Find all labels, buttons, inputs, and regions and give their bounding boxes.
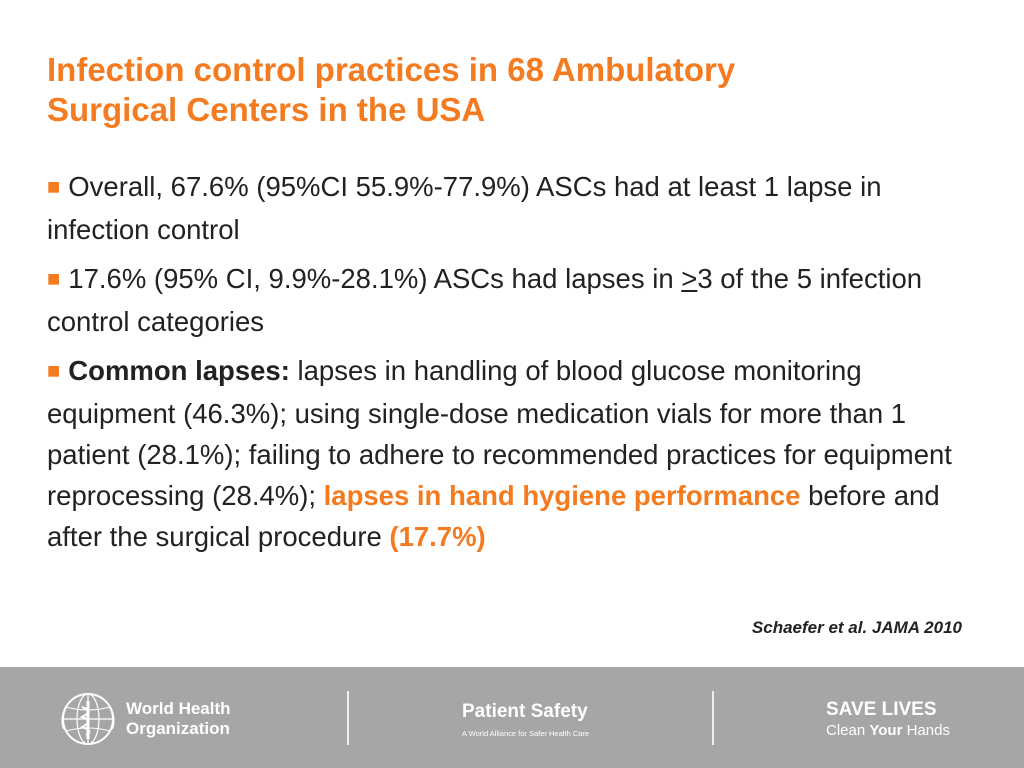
bullet-point-1: ■ Overall, 67.6% (95%CI 55.9%-77.9%) ASCs…: [47, 166, 977, 250]
bullet-square-icon: ■: [47, 266, 61, 291]
slide-body: ■ Overall, 67.6% (95%CI 55.9%-77.9%) ASCs…: [47, 166, 977, 565]
bullet-square-icon: ■: [47, 174, 61, 199]
point-3-text: lapses in handling of blood glucose moni…: [47, 355, 952, 511]
citation: Schaefer et al. JAMA 2010: [751, 618, 962, 637]
footer-bar: World Health Organization Patient Safety…: [0, 667, 1024, 768]
bullet-point-3: ■ Common lapses: lapses in handling of bl…: [47, 350, 977, 557]
who-emblem-icon: [61, 693, 115, 745]
who-wordmark: World Health Organization: [126, 699, 231, 739]
title-line-2: Surgical Centers in the USA: [47, 91, 486, 128]
your-word: Your: [869, 722, 903, 739]
hand-hygiene-percentage: (17.7%): [389, 521, 486, 552]
common-lapses-label: Common lapses:: [68, 355, 290, 386]
point-1-text: Overall, 67.6% (95%CI 55.9%-77.9%) ASCs …: [47, 171, 882, 245]
point-2-text-after: 3 of the 5 infection control categories: [47, 263, 923, 337]
footer-divider: [712, 691, 714, 745]
who-line-2: Organization: [126, 719, 230, 738]
hand-hygiene-highlight: lapses in hand hygiene performance: [323, 480, 801, 511]
save-lives-title: SAVE LIVES: [826, 699, 937, 720]
hands-word: Hands: [902, 722, 950, 739]
title-line-1: Infection control practices in 68 Ambula…: [47, 51, 736, 88]
save-lives-block: SAVE LIVES Clean Your Hands: [826, 699, 950, 739]
clean-word: Clean: [826, 722, 870, 739]
bullet-point-2: ■ 17.6% (95% CI, 9.9%-28.1%) ASCs had lap…: [47, 258, 977, 342]
who-line-1: World Health: [126, 699, 231, 718]
point-2-text-before: 17.6% (95% CI, 9.9%-28.1%) ASCs had laps…: [68, 263, 682, 294]
bullet-square-icon: ■: [47, 358, 61, 383]
patient-safety-subtitle: A World Alliance for Safer Health Care: [462, 729, 590, 738]
patient-safety-title: Patient Safety: [462, 701, 588, 722]
footer-divider: [347, 691, 349, 745]
slide-title: Infection control practices in 68 Ambula…: [47, 50, 987, 130]
point-3-text-2: before and after the surgical procedure: [47, 480, 940, 552]
point-2-gte-symbol: >: [681, 263, 698, 294]
clean-your-hands-text: Clean Your Hands: [826, 722, 950, 739]
patient-safety-block: Patient Safety A World Alliance for Safe…: [462, 701, 589, 738]
